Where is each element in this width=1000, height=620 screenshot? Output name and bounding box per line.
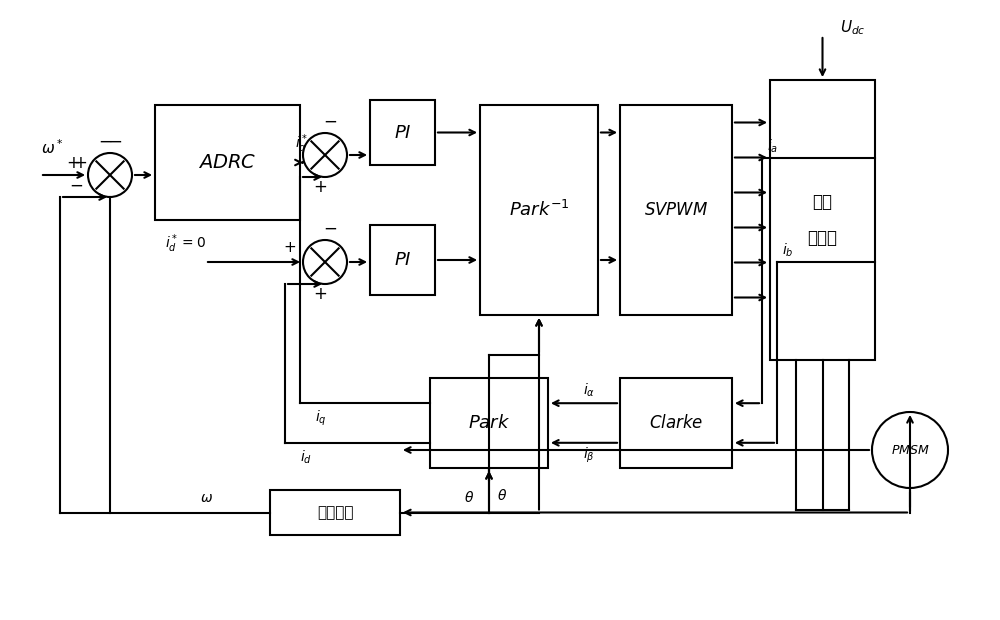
Text: $PI$: $PI$ <box>394 251 411 269</box>
Text: $Park$: $Park$ <box>468 414 510 432</box>
Text: $i_d^*=0$: $i_d^*=0$ <box>165 232 205 255</box>
Text: $\omega$: $\omega$ <box>200 490 213 505</box>
Text: $U_{dc}$: $U_{dc}$ <box>840 19 866 37</box>
Text: $\theta$: $\theta$ <box>497 487 507 502</box>
Text: $\omega^*$: $\omega^*$ <box>41 139 63 157</box>
Text: $-$: $-$ <box>323 219 337 237</box>
Text: $+$: $+$ <box>313 178 327 196</box>
Text: $-$: $-$ <box>98 132 112 150</box>
Text: $+$: $+$ <box>313 285 327 303</box>
Text: $Clarke$: $Clarke$ <box>649 414 703 432</box>
Text: $+$: $+$ <box>73 154 87 172</box>
Bar <box>480 105 598 315</box>
Bar <box>430 378 548 468</box>
Text: $i_\alpha$: $i_\alpha$ <box>583 381 595 399</box>
Circle shape <box>872 412 948 488</box>
Text: $-$: $-$ <box>323 112 337 130</box>
Text: $i_q$: $i_q$ <box>315 409 327 428</box>
Bar <box>370 225 435 295</box>
Text: 三相: 三相 <box>812 193 832 211</box>
Text: $ADRC$: $ADRC$ <box>198 153 257 172</box>
Bar <box>155 105 300 220</box>
Text: $SVPWM$: $SVPWM$ <box>644 201 708 219</box>
Text: $+$: $+$ <box>66 154 80 172</box>
Text: $PI$: $PI$ <box>394 123 411 141</box>
Circle shape <box>88 153 132 197</box>
Text: $i_\beta$: $i_\beta$ <box>583 446 595 466</box>
Text: $Park^{-1}$: $Park^{-1}$ <box>509 200 569 220</box>
Text: $i_d$: $i_d$ <box>300 449 312 466</box>
Text: $i_q^*$: $i_q^*$ <box>295 132 308 157</box>
Text: $\theta$: $\theta$ <box>464 490 474 505</box>
Bar <box>270 490 400 535</box>
Circle shape <box>303 240 347 284</box>
Text: $PMSM$: $PMSM$ <box>891 443 929 456</box>
Text: $-$: $-$ <box>69 176 83 194</box>
Bar <box>620 105 732 315</box>
Bar <box>370 100 435 165</box>
Circle shape <box>303 133 347 177</box>
Text: $+$: $+$ <box>283 239 297 254</box>
Text: $-$: $-$ <box>108 132 122 150</box>
Text: 位置检测: 位置检测 <box>317 505 353 520</box>
Bar <box>770 80 875 360</box>
Text: $i_b$: $i_b$ <box>782 241 794 259</box>
Text: $i_a$: $i_a$ <box>767 138 778 155</box>
Text: 逆变器: 逆变器 <box>808 229 838 247</box>
Bar <box>620 378 732 468</box>
